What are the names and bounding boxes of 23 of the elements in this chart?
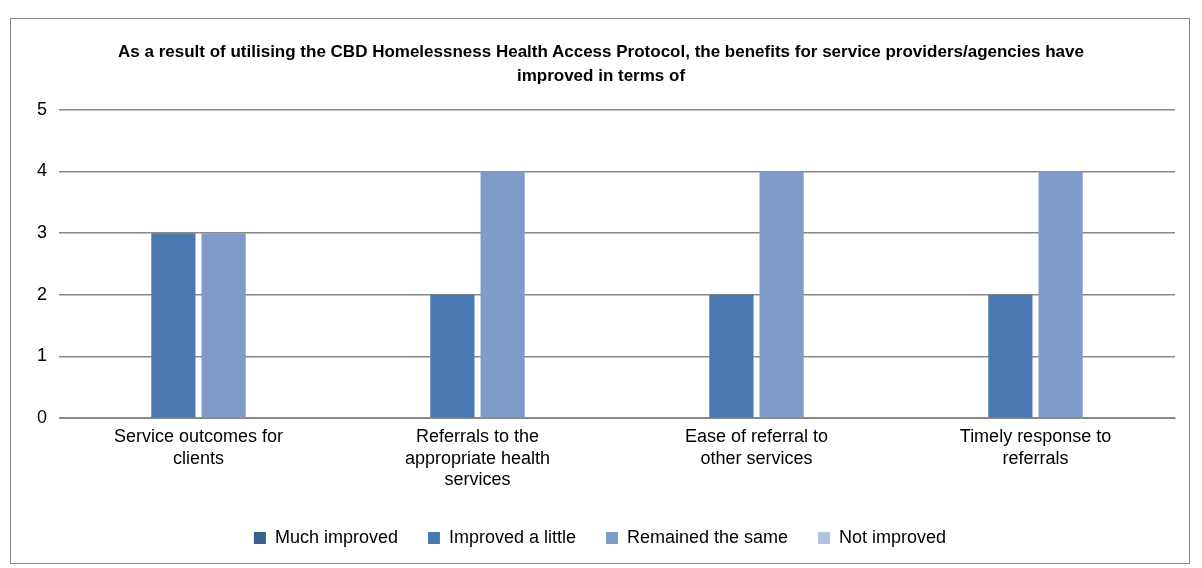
y-tick-label: 1 xyxy=(37,345,48,366)
bar xyxy=(480,171,525,418)
y-tick-label: 4 xyxy=(37,160,48,181)
bar xyxy=(988,294,1033,418)
y-tick-label: 5 xyxy=(37,98,48,119)
x-tick-label: Ease of referral to other services xyxy=(684,425,829,468)
y-tick-label: 3 xyxy=(37,222,48,243)
bar xyxy=(709,294,754,418)
chart-title: As a result of utilising the CBD Homelessness Health Access Protocol, the benefits for service providers/agencies have improved in terms of xyxy=(117,41,1085,87)
bar xyxy=(1038,171,1083,418)
bar xyxy=(201,233,246,418)
x-tick-label: Referrals to the appropriate health services xyxy=(404,425,551,490)
legend-label: Remained the same xyxy=(626,526,789,547)
y-tick-label: 0 xyxy=(37,407,48,428)
bar xyxy=(759,171,804,418)
x-tick-label: Service outcomes for clients xyxy=(113,425,284,468)
legend-label: Not improved xyxy=(839,526,947,547)
legend-label: Much improved xyxy=(274,526,398,547)
bar xyxy=(430,294,475,418)
bar xyxy=(151,233,196,418)
y-tick-label: 2 xyxy=(37,283,48,304)
x-tick-label: Timely response to referrals xyxy=(959,425,1112,468)
legend-label: Improved a little xyxy=(448,526,576,547)
